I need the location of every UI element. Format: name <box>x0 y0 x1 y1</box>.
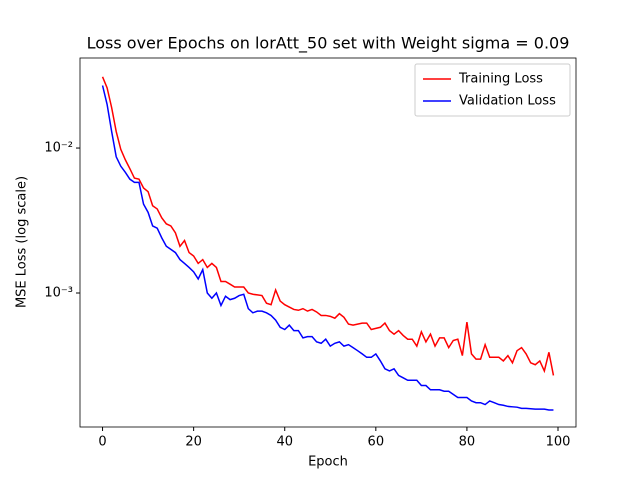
x-tick-label: 20 <box>185 435 202 450</box>
chart-title: Loss over Epochs on lorAtt_50 set with W… <box>87 34 570 54</box>
x-tick-label: 40 <box>276 435 293 450</box>
x-tick-label: 80 <box>459 435 476 450</box>
data-line <box>101 76 555 376</box>
x-tick-label: 0 <box>98 435 106 450</box>
legend-box <box>414 63 571 117</box>
y-axis-label: MSE Loss (log scale) <box>15 176 30 308</box>
x-axis-label: Epoch <box>308 455 348 470</box>
y-tick-label: 10⁻² <box>44 141 73 156</box>
legend-label: Training Loss <box>458 72 543 87</box>
x-tick-label: 60 <box>368 435 385 450</box>
y-tick-label: 10⁻³ <box>44 285 73 300</box>
plot-frame <box>79 57 577 428</box>
x-tick-label: 100 <box>546 435 571 450</box>
legend-label: Validation Loss <box>459 94 556 109</box>
data-line <box>101 85 554 411</box>
